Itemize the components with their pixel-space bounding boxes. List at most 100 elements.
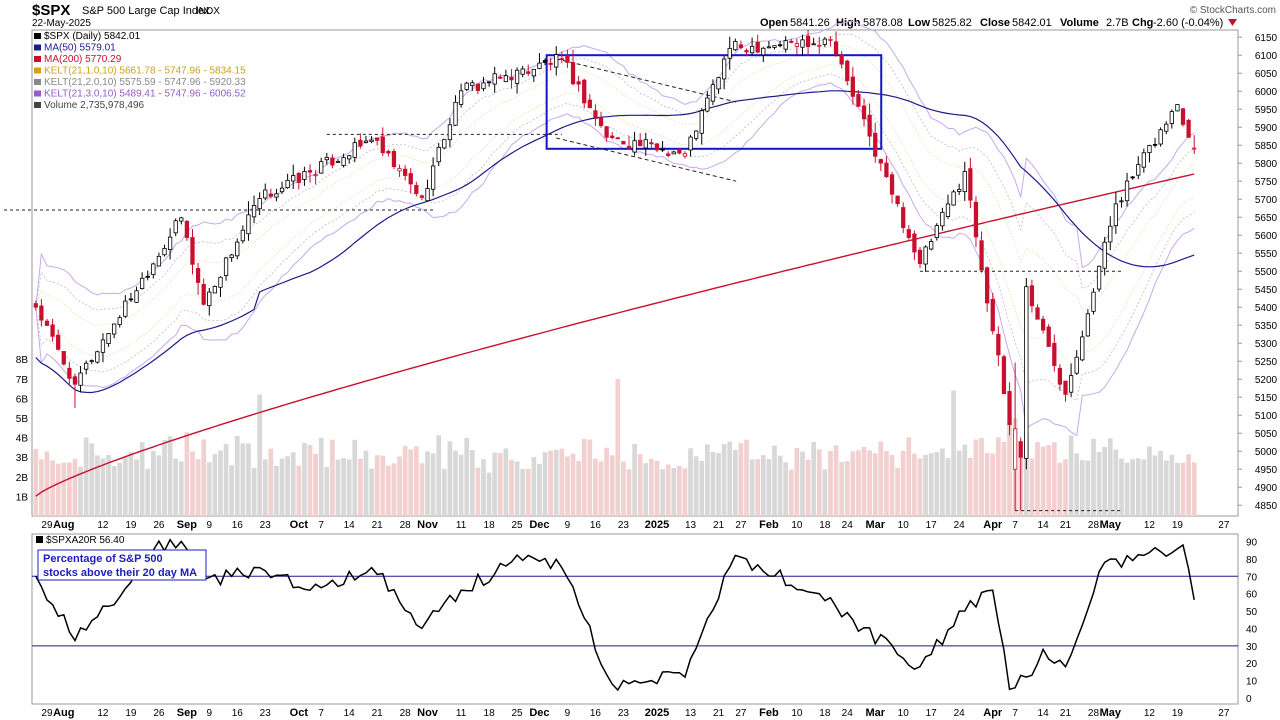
svg-text:Low: Low xyxy=(908,17,930,29)
svg-text:5842.01: 5842.01 xyxy=(1012,17,1052,29)
candle-body xyxy=(901,207,906,229)
candle-body xyxy=(307,170,313,173)
svg-text:$SPXA20R 56.40: $SPXA20R 56.40 xyxy=(46,535,125,546)
candle-body xyxy=(811,43,816,46)
x-tick-label: 18 xyxy=(819,708,831,719)
x-tick-label: 27 xyxy=(1218,520,1230,531)
candle-body xyxy=(638,139,643,147)
legend-item: MA(200) 5770.29 xyxy=(34,54,122,65)
x-tick-label: 9 xyxy=(565,520,571,531)
volume-bar xyxy=(643,463,649,516)
volume-bar xyxy=(861,446,867,516)
volume-bar xyxy=(469,450,475,516)
volume-bar xyxy=(598,461,604,516)
volume-bar xyxy=(682,468,688,516)
x-tick-label: 27 xyxy=(735,708,747,719)
candle-body xyxy=(783,40,788,50)
price-tick-label: 5050 xyxy=(1255,429,1278,440)
candle-body xyxy=(1085,313,1091,337)
volume-bar xyxy=(878,441,884,516)
candle-body xyxy=(850,76,855,97)
candle-body xyxy=(486,81,492,84)
x-tick-label: 18 xyxy=(484,708,496,719)
candle-body xyxy=(934,225,939,238)
volume-bar xyxy=(884,451,889,516)
candle-body xyxy=(666,153,671,156)
volume-bar xyxy=(481,459,486,516)
x-tick-label: 7 xyxy=(1012,708,1018,719)
indicator-tick-label: 50 xyxy=(1246,607,1258,618)
x-tick-label: Nov xyxy=(417,519,439,531)
candle-body xyxy=(570,62,576,85)
x-tick-label: 12 xyxy=(1144,520,1156,531)
volume-bar xyxy=(1141,459,1147,516)
candle-body xyxy=(777,44,783,47)
volume-bar xyxy=(895,467,900,516)
candle-body xyxy=(223,257,229,276)
price-tick-label: 5650 xyxy=(1255,213,1278,224)
candle-body xyxy=(654,143,660,151)
candle-body xyxy=(789,40,794,43)
candle-body xyxy=(1040,318,1046,331)
candle-body xyxy=(347,155,352,160)
volume-bar xyxy=(979,438,984,516)
candle-body xyxy=(817,44,822,47)
candle-body xyxy=(1068,375,1074,393)
x-tick-label: 7 xyxy=(1012,520,1018,531)
indicator-tick-label: 90 xyxy=(1246,537,1258,548)
candle-body xyxy=(749,45,755,54)
brand-label[interactable]: © StockCharts.com xyxy=(1190,5,1276,16)
volume-bar xyxy=(732,449,738,516)
x-tick-label: 16 xyxy=(232,708,244,719)
volume-bar xyxy=(436,435,442,516)
candle-body xyxy=(246,214,251,235)
candle-body xyxy=(520,68,525,75)
candle-body xyxy=(940,211,945,227)
volume-bar xyxy=(962,444,968,516)
candle-body xyxy=(397,168,402,172)
candle-body xyxy=(117,317,122,325)
volume-bar xyxy=(1180,462,1186,516)
volume-bar xyxy=(330,439,335,516)
volume-bar xyxy=(811,441,817,516)
x-tick-label: 10 xyxy=(791,708,803,719)
volume-bar xyxy=(122,457,128,516)
candle-body xyxy=(845,60,850,82)
legend-text: KELT(21,3.0,10) 5489.41 - 5747.96 - 6006… xyxy=(44,89,246,100)
volume-bar xyxy=(274,465,279,516)
volume-bar xyxy=(906,437,912,516)
indicator-lines xyxy=(32,538,1238,692)
candle-body xyxy=(542,60,548,63)
candle-body xyxy=(710,84,716,102)
volume-bar xyxy=(514,461,520,516)
candle-body xyxy=(587,99,592,109)
candle-body xyxy=(285,179,290,188)
x-tick-label: 28 xyxy=(1088,708,1100,719)
candle-body xyxy=(621,141,626,145)
volume-bar xyxy=(145,468,151,516)
volume-bar xyxy=(537,463,542,516)
volume-bar xyxy=(760,455,766,516)
price-tick-label: 5350 xyxy=(1255,321,1278,332)
volume-bar xyxy=(693,456,699,516)
candle-body xyxy=(990,298,995,332)
candle-body xyxy=(134,290,139,303)
svg-text:2.7B: 2.7B xyxy=(1106,17,1129,29)
volume-bar xyxy=(50,460,55,516)
volume-bar xyxy=(374,455,380,516)
candle-body xyxy=(436,147,441,163)
volume-bar xyxy=(386,465,391,516)
volume-bar xyxy=(1029,458,1035,516)
volume-bar xyxy=(766,459,772,516)
candle-body xyxy=(576,81,581,85)
volume-bar xyxy=(637,454,643,516)
volume-bar xyxy=(548,450,553,516)
exchange-label: INDX xyxy=(196,6,220,17)
overlay-lines xyxy=(35,20,1195,497)
volume-bar xyxy=(503,448,509,516)
candle-body xyxy=(772,45,777,48)
x-tick-label: Feb xyxy=(759,707,779,719)
volume-bar xyxy=(195,459,201,516)
price-tick-label: 5750 xyxy=(1255,177,1278,188)
price-tick-label: 6100 xyxy=(1255,51,1278,62)
